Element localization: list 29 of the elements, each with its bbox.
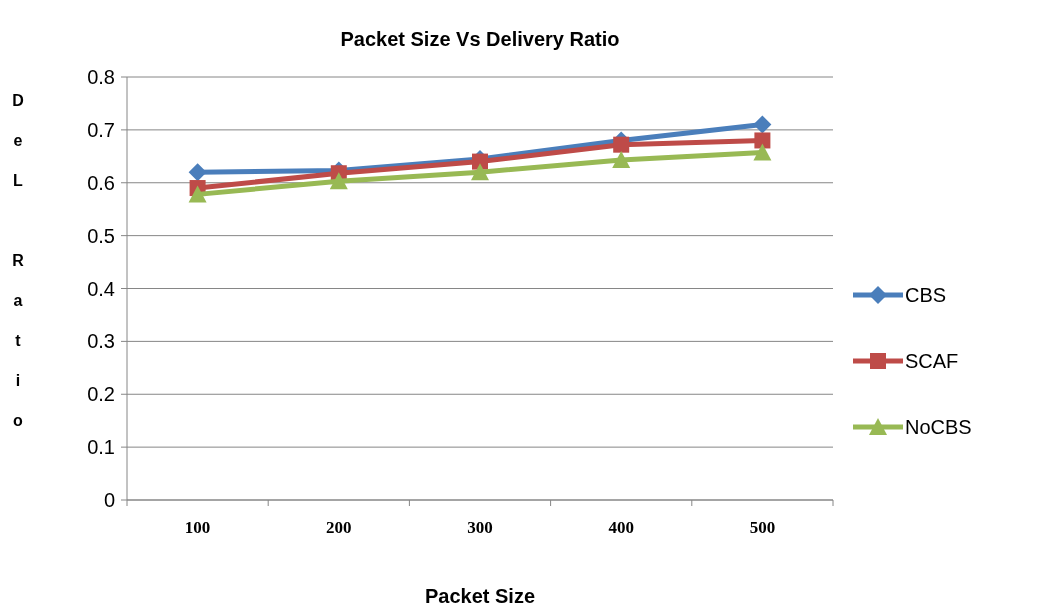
x-tick-label: 400 [608,517,634,537]
point [188,163,207,182]
y-tick-label: 0.8 [87,66,115,88]
legend-label: CBS [905,284,947,306]
y-tick-label: 0.5 [87,224,115,247]
point [612,151,631,169]
point [188,185,207,203]
x-tick-label: 500 [749,517,776,537]
point [613,136,630,153]
y-axis-title: DeL Ratio [9,92,27,452]
y-tick-label: 0.2 [87,383,115,406]
x-axis-title: Packet Size [424,585,536,607]
point [753,143,772,161]
y-tick-label: 0.3 [87,330,115,353]
legend-label: NoCBS [905,416,972,438]
point [754,132,771,149]
x-tick-label: 300 [467,517,493,537]
point [329,172,348,190]
y-tick-label: 0.1 [87,436,115,459]
y-tick-label: 0 [103,489,115,511]
y-tick-label: 0.4 [87,277,115,300]
legend-label: SCAF [905,350,959,372]
chart-title: Packet Size Vs Delivery Ratio [340,28,620,50]
y-tick-label: 0.7 [87,118,115,141]
point [471,163,489,181]
x-tick-label: 200 [326,517,352,537]
x-tick-label: 100 [184,517,211,537]
y-tick-label: 0.6 [87,171,115,194]
point [753,115,772,134]
